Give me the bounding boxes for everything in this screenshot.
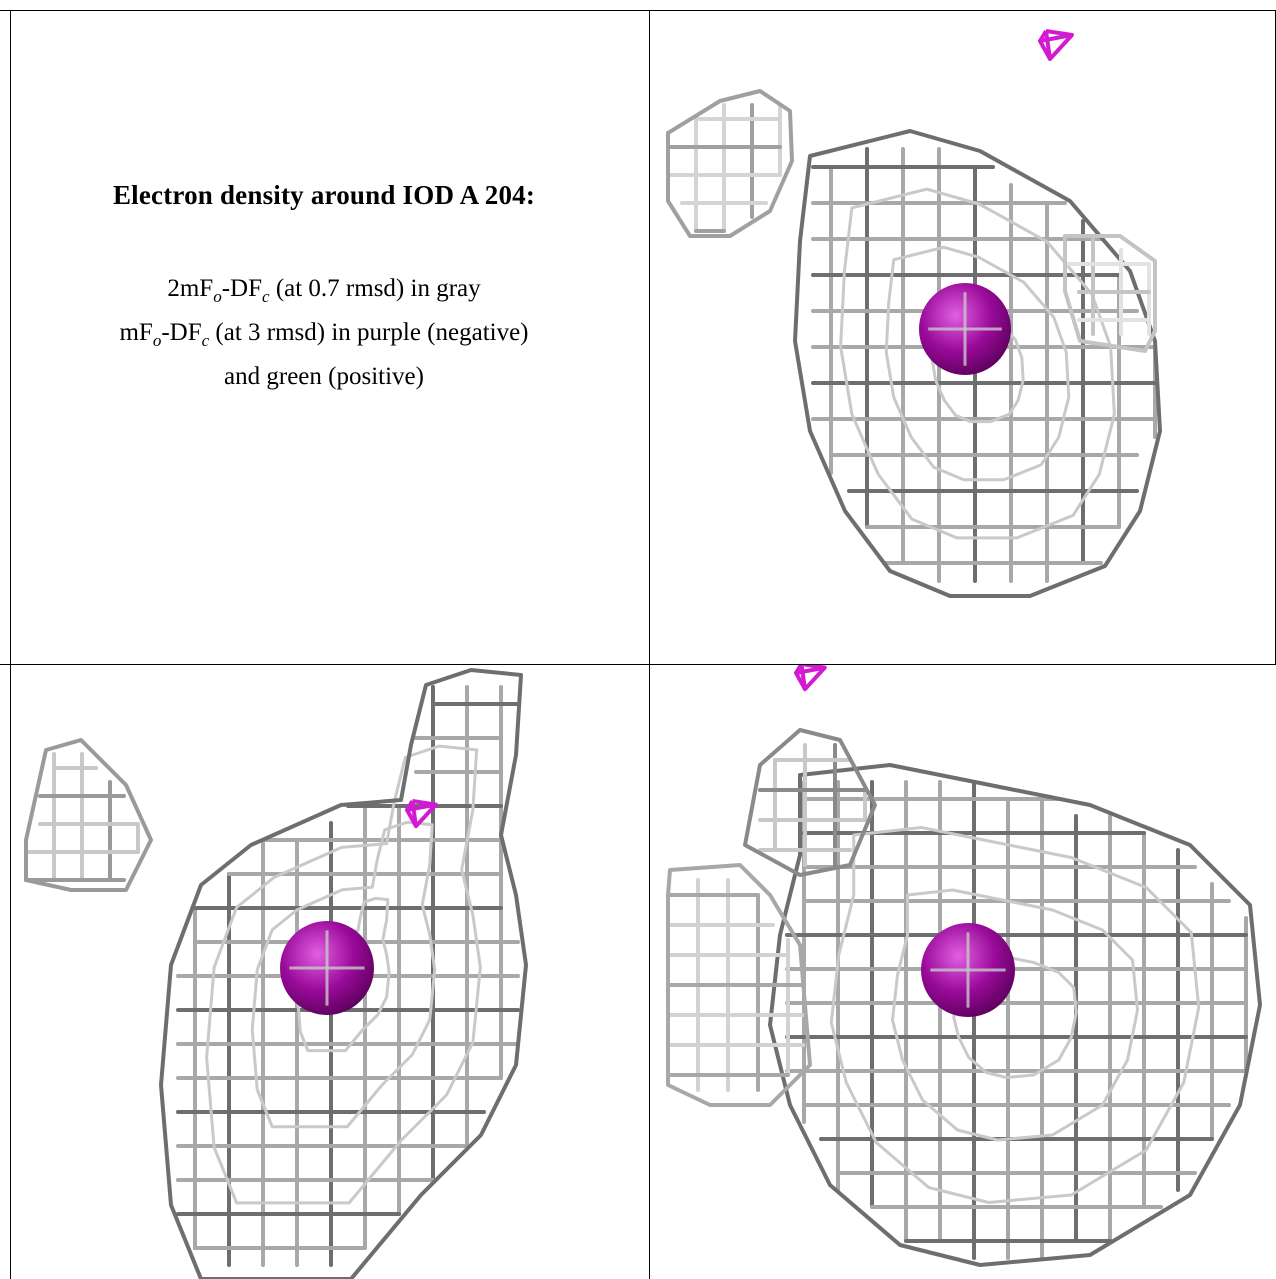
legend-title: Electron density around IOD A 204:	[112, 180, 536, 210]
legend-line-2mfo: 2mFo-DFc (at 0.7 rmsd) in gray	[167, 275, 481, 306]
density-cage-side-4	[743, 728, 877, 877]
density-cage-side-3	[24, 738, 153, 892]
density-cage-side-2	[1063, 234, 1157, 353]
density-cage-side-1	[666, 89, 794, 238]
left-border	[10, 10, 11, 1279]
density-view-1	[650, 11, 1275, 664]
density-mesh-2	[24, 668, 528, 1279]
legend-panel: Electron density around IOD A 204: 2mFo-…	[28, 180, 620, 395]
negative-density-blob-3	[794, 665, 827, 692]
iodine-atom-2	[280, 921, 374, 1015]
iodine-atom-1	[919, 283, 1011, 375]
center-divider	[649, 10, 650, 1279]
middle-divider	[0, 664, 1276, 665]
density-view-3	[650, 665, 1276, 1279]
legend-line-green: and green (positive)	[224, 363, 424, 390]
density-mesh-3	[666, 665, 1262, 1267]
negative-density-blob-1	[1038, 29, 1074, 61]
density-view-2	[11, 665, 649, 1279]
legend-line-mfo: mFo-DFc (at 3 rmsd) in purple (negative)	[119, 319, 529, 350]
density-mesh-1	[666, 29, 1162, 598]
density-cage-main-2	[159, 668, 528, 1279]
top-border	[0, 10, 1276, 11]
density-cage-side-5	[666, 863, 812, 1107]
negative-density-blob-2	[405, 799, 438, 829]
legend-description: 2mFo-DFc (at 0.7 rmsd) in gray mFo-DFc (…	[28, 271, 620, 395]
density-cage-main-3	[768, 763, 1262, 1267]
iodine-atom-3	[921, 923, 1015, 1017]
